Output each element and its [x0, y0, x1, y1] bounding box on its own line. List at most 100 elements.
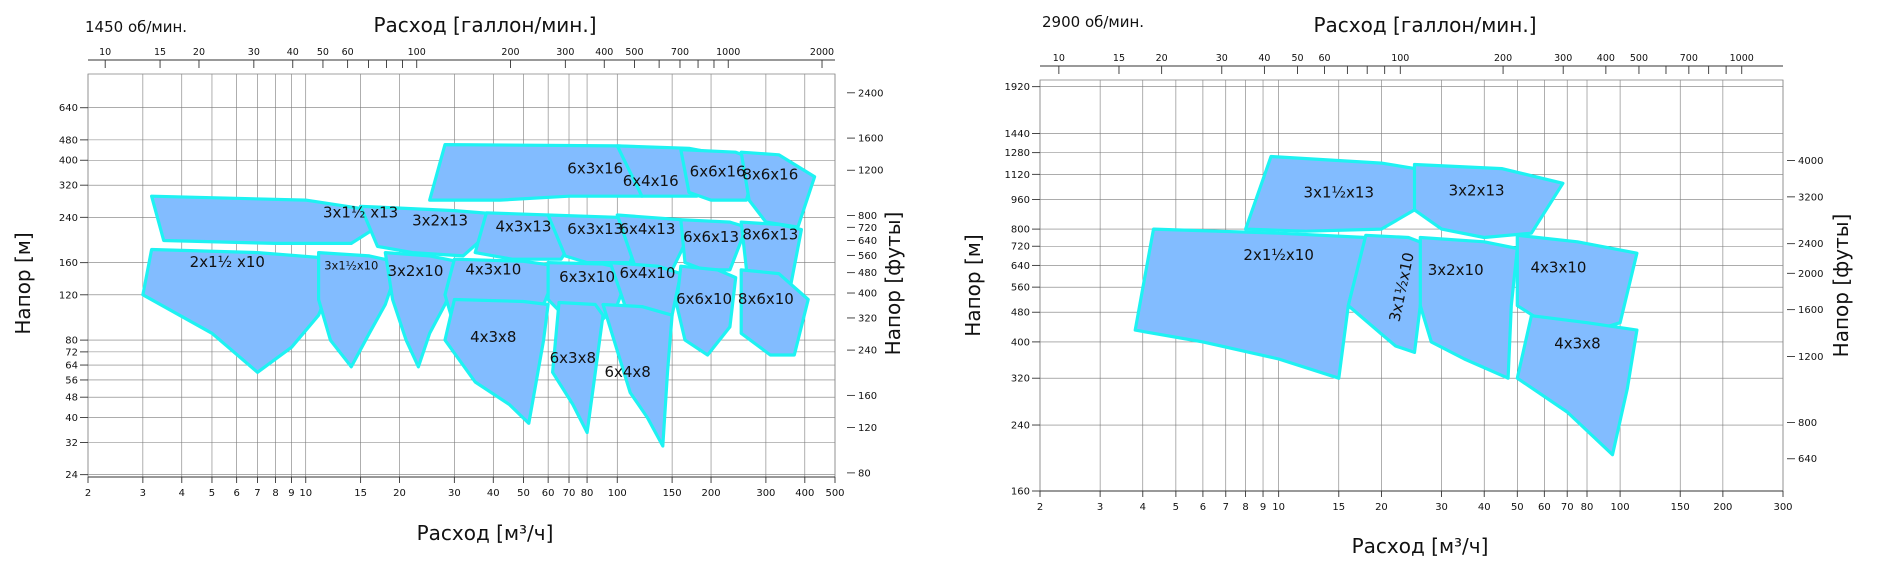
region-4x3x8 — [1515, 314, 1639, 457]
y-tick-label: 1440 — [1005, 129, 1030, 140]
region-label: 4x3x10 — [1531, 258, 1587, 276]
rpm-title: 1450 об/мин. — [85, 18, 187, 36]
y2-tick-label: 2400 — [858, 88, 883, 99]
region-6x4x8 — [601, 302, 674, 448]
region-3x2x13 — [359, 204, 511, 258]
region-8x6x10 — [739, 268, 810, 357]
region-3x1-x13 — [1243, 154, 1444, 233]
x-tick-label: 3 — [1097, 502, 1103, 513]
region-6x3x8 — [550, 300, 605, 435]
y2-tick-label: 3200 — [1798, 192, 1823, 203]
x2-tick-label: 20 — [1156, 53, 1168, 64]
x2-axis-title: Расход [галлон/мин.] — [373, 13, 596, 37]
x2-axis-title: Расход [галлон/мин.] — [1313, 13, 1536, 37]
x-tick-label: 15 — [354, 488, 367, 499]
region-2x1-x10 — [1133, 227, 1368, 380]
y-tick-label: 120 — [59, 290, 78, 301]
region-3x2x10 — [383, 251, 465, 369]
x-tick-label: 6 — [233, 488, 239, 499]
y-tick-label: 240 — [59, 213, 78, 224]
x-axis-title: Расход [м³/ч] — [417, 521, 554, 545]
x-tick-label: 100 — [608, 488, 627, 499]
x2-tick-label: 30 — [248, 47, 260, 58]
region-label: 3x1½ x13 — [323, 203, 398, 221]
region-label: 3x1½x13 — [1304, 183, 1374, 201]
y2-tick-label: 480 — [858, 268, 877, 279]
y2-tick-label: 80 — [858, 468, 871, 479]
x-tick-label: 200 — [701, 488, 720, 499]
y-tick-label: 24 — [65, 470, 78, 481]
region-label: 3x2x13 — [412, 212, 468, 230]
y-tick-label: 40 — [65, 413, 78, 424]
y2-tick-label: 640 — [1798, 454, 1817, 465]
pump-regions — [141, 143, 817, 448]
y-tick-label: 400 — [1011, 337, 1030, 348]
y-tick-label: 720 — [1011, 242, 1030, 253]
y2-tick-label: 1200 — [1798, 352, 1823, 363]
region-label: 4x3x8 — [470, 328, 516, 346]
x2-tick-label: 500 — [625, 47, 643, 58]
x-tick-label: 7 — [254, 488, 260, 499]
x-tick-label: 30 — [1435, 502, 1448, 513]
y-axis-right: 640 800 1200 1600 2000 2400 3200 4000 — [1787, 156, 1823, 465]
x-tick-label: 100 — [1611, 502, 1630, 513]
region-label: 8x6x13 — [742, 225, 798, 243]
x-tick-label: 80 — [1581, 502, 1594, 513]
x2-tick-label: 2000 — [810, 47, 834, 58]
x2-tick-label: 100 — [1391, 53, 1409, 64]
region-label: 2x1½ x10 — [190, 253, 265, 271]
y-tick-label: 400 — [59, 156, 78, 167]
region-label: 3x1½x10 — [324, 259, 378, 273]
x2-tick-label: 1000 — [1730, 53, 1754, 64]
x-tick-label: 300 — [1773, 502, 1792, 513]
x-tick-label: 7 — [1223, 502, 1229, 513]
y-tick-label: 72 — [65, 347, 78, 358]
region-6x6x16 — [679, 148, 759, 202]
y-tick-label: 1280 — [1005, 148, 1030, 159]
region-label: 6x4x13 — [619, 220, 675, 238]
y-tick-label: 480 — [1011, 308, 1030, 319]
x-tick-label: 20 — [393, 488, 406, 499]
region-label: 4x3x13 — [496, 218, 552, 236]
x-tick-label: 80 — [581, 488, 594, 499]
x2-tick-label: 700 — [1680, 53, 1698, 64]
x-tick-label: 4 — [179, 488, 185, 499]
x2-tick-label: 15 — [154, 47, 166, 58]
x-tick-label: 4 — [1140, 502, 1146, 513]
x-tick-label: 15 — [1332, 502, 1345, 513]
x2-tick-label: 10 — [1053, 53, 1065, 64]
region-label: 4x3x10 — [465, 260, 521, 278]
y2-tick-label: 560 — [858, 251, 877, 262]
x-tick-label: 40 — [487, 488, 500, 499]
x-tick-label: 200 — [1713, 502, 1732, 513]
region-label: 6x3x8 — [550, 349, 596, 367]
region-3x1-x10 — [317, 251, 402, 369]
x2-tick-label: 60 — [1318, 53, 1330, 64]
x2-tick-label: 400 — [595, 47, 613, 58]
region-2x1-x10 — [141, 247, 343, 374]
x-axis-top: 10 15 20 30 40 50 60 100 200 300 400 500 700 1000 — [1040, 53, 1783, 74]
x2-tick-label: 50 — [1291, 53, 1303, 64]
y-axis-left: 160 240 320 400 480 560 640 720 800 960 1120 1280 14… — [1005, 82, 1040, 498]
region-label: 6x4x8 — [604, 363, 650, 381]
y-tick-label: 640 — [1011, 261, 1030, 272]
x-tick-label: 150 — [1671, 502, 1690, 513]
y-tick-label: 480 — [59, 135, 78, 146]
y-tick-label: 80 — [65, 336, 78, 347]
x-axis-bottom: 2 3 4 5 6 7 8 9 10 15 20 30 40 50 60 70 80 100 150 200 300 40… — [85, 476, 845, 499]
y2-tick-label: 800 — [858, 211, 877, 222]
y-tick-label: 1920 — [1005, 82, 1030, 93]
x-tick-label: 9 — [288, 488, 294, 499]
region-8x6x16 — [739, 150, 817, 229]
x-tick-label: 40 — [1478, 502, 1491, 513]
y2-tick-label: 160 — [858, 391, 877, 402]
x2-tick-label: 15 — [1113, 53, 1125, 64]
y-tick-label: 320 — [59, 181, 78, 192]
x-tick-label: 5 — [1173, 502, 1179, 513]
y-tick-label: 160 — [1011, 487, 1030, 498]
region-label: 3x2x13 — [1449, 182, 1505, 200]
y-tick-label: 240 — [1011, 421, 1030, 432]
